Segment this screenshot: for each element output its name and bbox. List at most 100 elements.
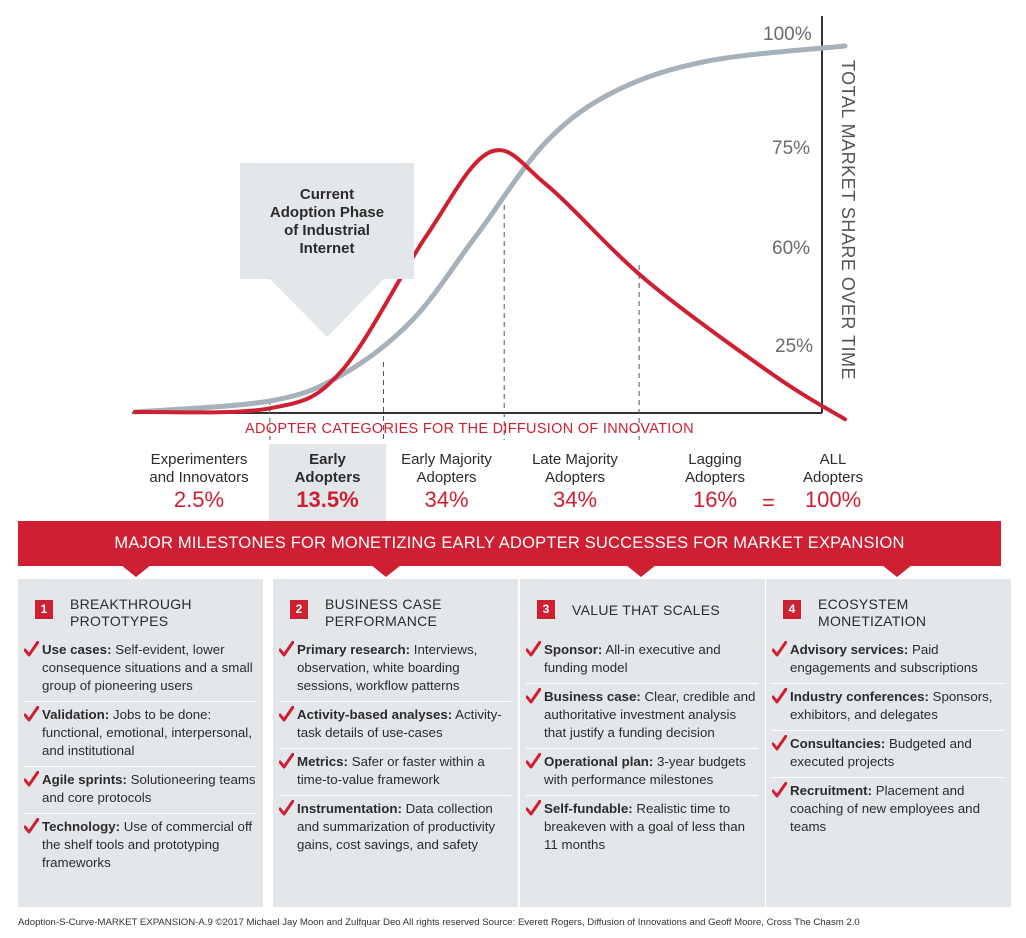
adopter-categories-title: ADOPTER CATEGORIES FOR THE DIFFUSION OF … bbox=[245, 421, 694, 437]
milestone-item: Validation: Jobs to be done: functional,… bbox=[23, 701, 256, 766]
category-line-2: Adopters bbox=[544, 469, 606, 486]
checkmark-icon bbox=[23, 640, 40, 662]
milestone-text: Clear, credible and authoritative invest… bbox=[544, 689, 756, 740]
milestone-label: Validation: bbox=[42, 707, 110, 722]
panel-title-line-2: PERFORMANCE bbox=[325, 613, 438, 629]
milestone-item: Sponsor: All-in executive and funding mo… bbox=[525, 637, 758, 683]
milestone-item: Industry conferences: Sponsors, exhibito… bbox=[771, 683, 1004, 730]
y-tick-60: 60% bbox=[772, 238, 811, 259]
category-early-majority: Early Majority Adopters 34% bbox=[388, 451, 505, 512]
milestone-label: Technology: bbox=[42, 819, 121, 834]
category-late-majority: Late Majority Adopters 34% bbox=[515, 451, 635, 511]
milestone-text: Self-evident, lower consequence situatio… bbox=[42, 642, 253, 693]
checkmark-icon bbox=[278, 752, 295, 774]
milestone-label: Business case: bbox=[544, 689, 641, 704]
milestone-label: Activity-based analyses: bbox=[297, 707, 453, 722]
panel-number-badge: 2 bbox=[290, 600, 308, 619]
adoption-chart bbox=[132, 16, 848, 440]
banner-pointer-icon bbox=[626, 565, 656, 577]
milestone-item: Operational plan: 3-year budgets with pe… bbox=[525, 748, 758, 795]
current-phase-callout: Current Adoption Phase of Industrial Int… bbox=[240, 163, 414, 279]
callout-line-3: of Industrial bbox=[284, 222, 370, 239]
milestone-text: Realistic time to breakeven with a goal … bbox=[544, 801, 746, 852]
category-line-1: Late Majority bbox=[532, 451, 618, 468]
checkmark-icon bbox=[525, 640, 542, 662]
banner-pointer-icon bbox=[882, 565, 912, 577]
footer-credit: Adoption-S-Curve-MARKET EXPANSION-A.9 ©2… bbox=[18, 917, 860, 928]
milestone-label: Metrics: bbox=[297, 754, 348, 769]
panel-title-line-2: PROTOTYPES bbox=[70, 613, 169, 629]
category-line-2: Adopters bbox=[802, 469, 864, 486]
checkmark-icon bbox=[525, 687, 542, 709]
category-line-1: Early Majority bbox=[401, 451, 492, 468]
category-lagging: Lagging Adopters 16% bbox=[660, 451, 770, 512]
category-line-2: Adopters bbox=[416, 469, 477, 486]
category-value: 13.5% bbox=[296, 487, 359, 512]
checkmark-icon bbox=[771, 734, 788, 756]
panel-number-badge: 1 bbox=[35, 600, 53, 619]
category-line-2: Adopters bbox=[294, 469, 361, 486]
milestone-item: Instrumentation: Data collection and sum… bbox=[278, 795, 511, 860]
milestone-label: Recruitment: bbox=[790, 783, 873, 798]
panel-item-list: Primary research: Interviews, observatio… bbox=[273, 637, 518, 860]
category-early-adopters: Early Adopters 13.5% bbox=[269, 451, 386, 512]
category-dividers bbox=[269, 205, 640, 440]
category-value: 2.5% bbox=[173, 487, 225, 512]
y-tick-100: 100% bbox=[763, 24, 812, 45]
panel-item-list: Sponsor: All-in executive and funding mo… bbox=[520, 637, 765, 860]
panel-number-badge: 4 bbox=[783, 600, 801, 619]
milestone-item: Business case: Clear, credible and autho… bbox=[525, 683, 758, 748]
y-axis-title: TOTAL MARKET SHARE OVER TIME bbox=[838, 60, 858, 381]
checkmark-icon bbox=[771, 781, 788, 803]
checkmark-icon bbox=[23, 705, 40, 727]
panel-title-line-2: MONETIZATION bbox=[818, 613, 927, 629]
milestone-item: Metrics: Safer or faster within a time-t… bbox=[278, 748, 511, 795]
bell-curve-line bbox=[133, 148, 847, 422]
milestone-label: Industry conferences: bbox=[790, 689, 929, 704]
checkmark-icon bbox=[23, 770, 40, 792]
category-value: 34% bbox=[424, 487, 469, 512]
checkmark-icon bbox=[278, 640, 295, 662]
milestone-item: Consultancies: Budgeted and executed pro… bbox=[771, 730, 1004, 777]
milestone-item: Recruitment: Placement and coaching of n… bbox=[771, 777, 1004, 842]
milestone-text: Activity-task details of use-cases bbox=[297, 707, 502, 740]
y-tick-75: 75% bbox=[772, 138, 811, 159]
panel-item-list: Use cases: Self-evident, lower consequen… bbox=[18, 637, 263, 878]
milestone-text: Solutioneering teams and core protocols bbox=[42, 772, 256, 805]
equals-sign: = bbox=[762, 490, 775, 515]
milestone-item: Activity-based analyses: Activity-task d… bbox=[278, 701, 511, 748]
milestone-item: Agile sprints: Solutioneering teams and … bbox=[23, 766, 256, 813]
category-all: ALL Adopters 100% bbox=[785, 451, 881, 512]
category-value: 16% bbox=[692, 487, 738, 512]
category-line-1: Early bbox=[309, 451, 346, 468]
milestone-item: Self-fundable: Realistic time to breakev… bbox=[525, 795, 758, 860]
milestone-label: Advisory services: bbox=[790, 642, 909, 657]
milestone-label: Consultancies: bbox=[790, 736, 886, 751]
category-line-2: Adopters bbox=[684, 469, 746, 486]
checkmark-icon bbox=[278, 799, 295, 821]
panel-breakthrough-prototypes: 1 BREAKTHROUGH PROTOTYPES Use cases: Self… bbox=[18, 579, 263, 907]
milestone-text: Sponsors, exhibitors, and delegates bbox=[790, 689, 993, 722]
banner-pointer-icon bbox=[121, 565, 151, 577]
milestone-text: Use of commercial off the shelf tools an… bbox=[42, 819, 253, 870]
callout-line-2: Adoption Phase bbox=[269, 204, 385, 221]
milestone-label: Operational plan: bbox=[544, 754, 654, 769]
checkmark-icon bbox=[771, 687, 788, 709]
category-line-1: Experimenters bbox=[150, 451, 248, 468]
checkmark-icon bbox=[525, 752, 542, 774]
category-value: 100% bbox=[804, 487, 862, 512]
milestone-item: Advisory services: Paid engagements and … bbox=[771, 637, 1004, 683]
panel-business-case: 2 BUSINESS CASE PERFORMANCE Primary resea… bbox=[273, 579, 518, 907]
panel-title-line-1: ECOSYSTEM bbox=[818, 596, 909, 612]
milestone-label: Sponsor: bbox=[544, 642, 603, 657]
banner-pointer-icon bbox=[371, 565, 401, 577]
panel-ecosystem-monetization: 4 ECOSYSTEM MONETIZATION Advisory service… bbox=[766, 579, 1011, 907]
checkmark-icon bbox=[771, 640, 788, 662]
milestone-item: Technology: Use of commercial off the sh… bbox=[23, 813, 256, 878]
milestone-item: Use cases: Self-evident, lower consequen… bbox=[23, 637, 256, 701]
milestone-text: Paid engagements and subscriptions bbox=[790, 642, 978, 675]
milestone-text: All-in executive and funding model bbox=[544, 642, 721, 675]
category-line-1: Lagging bbox=[688, 451, 742, 468]
milestone-label: Use cases: bbox=[42, 642, 112, 657]
panel-title-line-1: BREAKTHROUGH bbox=[70, 596, 192, 612]
